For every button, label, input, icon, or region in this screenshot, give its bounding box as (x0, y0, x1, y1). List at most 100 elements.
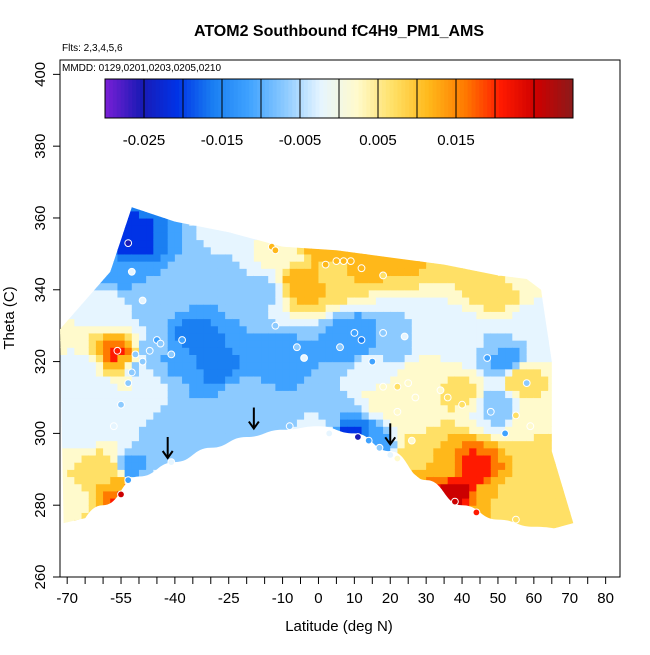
heatmap-cell (548, 483, 556, 492)
heatmap-cell (533, 440, 542, 449)
heatmap-cell (541, 325, 549, 334)
heatmap-cell (311, 225, 320, 233)
heatmap-cell (210, 375, 219, 384)
heatmap-cell (577, 319, 585, 327)
heatmap-cell (232, 383, 241, 391)
heatmap-cell (454, 217, 463, 226)
heatmap-cell (110, 440, 119, 449)
heatmap-cell (404, 275, 413, 284)
heatmap-cell (555, 332, 564, 341)
heatmap-cell (103, 246, 111, 255)
heatmap-cell (447, 304, 456, 312)
heatmap-cell (454, 440, 463, 449)
heatmap-cell (196, 433, 205, 442)
heatmap-cell (577, 534, 585, 542)
heatmap-cell (526, 498, 535, 506)
heatmap-cell (103, 469, 111, 478)
heatmap-cell (476, 462, 485, 470)
heatmap-cell (110, 476, 119, 485)
sample-point (379, 382, 388, 391)
heatmap-cell (606, 196, 614, 204)
heatmap-cell (210, 340, 219, 348)
heatmap-cell (555, 239, 564, 248)
colorbar-segment (105, 79, 110, 118)
heatmap-cell (296, 325, 305, 334)
heatmap-cell (562, 490, 571, 499)
heatmap-cell (110, 368, 119, 377)
heatmap-cell (440, 261, 449, 269)
heatmap-cell (491, 196, 499, 204)
heatmap-cell (217, 397, 226, 406)
heatmap-cell (167, 419, 176, 427)
heatmap-cell (289, 332, 298, 341)
heatmap-cell (60, 526, 68, 534)
heatmap-cell (88, 289, 97, 298)
heatmap-cell (426, 419, 434, 427)
heatmap-cell (368, 325, 377, 334)
heatmap-cell (232, 332, 241, 341)
heatmap-cell (332, 325, 341, 334)
heatmap-cell (591, 347, 599, 355)
heatmap-cell (210, 311, 219, 320)
heatmap-cell (239, 232, 248, 241)
heatmap-cell (81, 498, 90, 506)
heatmap-cell (497, 397, 506, 406)
sample-point (368, 357, 377, 366)
heatmap-cell (419, 196, 427, 204)
heatmap-cell (189, 196, 197, 204)
heatmap-cell (591, 527, 599, 535)
heatmap-cell (146, 289, 154, 298)
heatmap-cell (95, 397, 104, 406)
heatmap-cell (577, 326, 585, 334)
heatmap-cell (110, 253, 119, 262)
heatmap-cell (418, 325, 427, 334)
heatmap-cell (160, 375, 169, 384)
colorbar-segment (389, 79, 395, 118)
heatmap-cell (232, 375, 241, 384)
heatmap-cell (67, 207, 75, 212)
heatmap-cell (189, 440, 198, 449)
heatmap-cell (174, 318, 183, 327)
heatmap-cell (476, 411, 485, 420)
heatmap-cell (225, 253, 233, 262)
heatmap-cell (131, 289, 140, 298)
heatmap-cell (584, 512, 592, 520)
heatmap-cell (103, 225, 111, 233)
heatmap-cell (613, 261, 621, 269)
heatmap-cell (591, 426, 599, 434)
heatmap-cell (519, 426, 528, 434)
heatmap-cell (569, 512, 574, 521)
heatmap-cell (311, 311, 320, 320)
heatmap-cell (426, 340, 434, 348)
heatmap-cell (512, 246, 521, 255)
heatmap-cell (598, 218, 606, 226)
colorbar-segment (549, 79, 554, 118)
colorbar-segment (171, 79, 176, 118)
heatmap-cell (167, 246, 176, 255)
heatmap-cell (533, 225, 542, 233)
heatmap-cell (268, 361, 276, 370)
heatmap-cell (483, 289, 492, 298)
heatmap-cell (390, 232, 399, 241)
heatmap-cell (369, 196, 377, 204)
heatmap-cell (246, 239, 255, 248)
heatmap-cell (131, 296, 140, 305)
heatmap-cell (340, 207, 348, 212)
heatmap-cell (282, 419, 291, 427)
heatmap-cell (562, 340, 571, 348)
heatmap-cell (440, 318, 449, 327)
heatmap-cell (146, 268, 154, 277)
heatmap-cell (469, 361, 478, 370)
heatmap-cell (577, 520, 585, 528)
heatmap-cell (103, 462, 111, 470)
heatmap-cell (562, 361, 571, 370)
heatmap-cell (160, 440, 169, 449)
heatmap-cell (354, 340, 363, 348)
heatmap-cell (138, 462, 147, 470)
heatmap-cell (447, 261, 456, 269)
heatmap-cell (246, 225, 255, 233)
heatmap-cell (411, 375, 420, 384)
heatmap-cell (60, 196, 68, 204)
heatmap-cell (361, 239, 370, 248)
heatmap-cell (361, 397, 370, 406)
